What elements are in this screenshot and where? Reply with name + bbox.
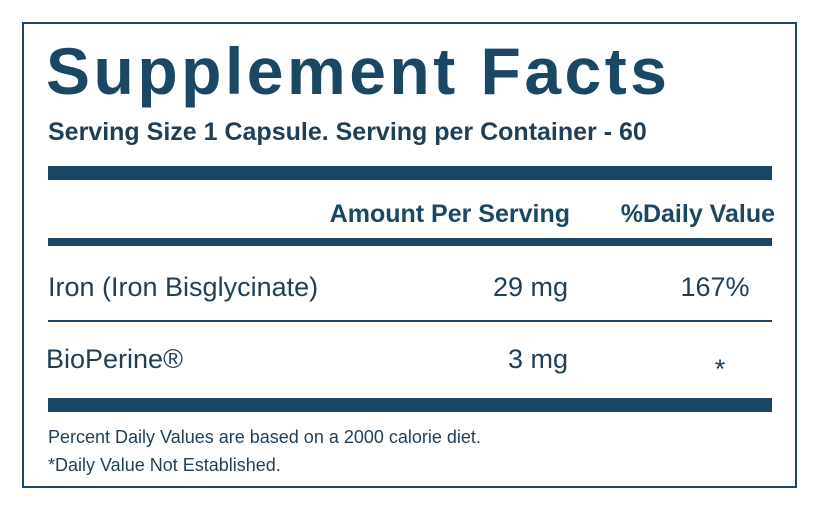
medium-rule xyxy=(48,238,772,246)
thin-rule xyxy=(48,320,772,322)
footnote: Percent Daily Values are based on a 2000… xyxy=(48,427,481,447)
label-border xyxy=(22,22,797,488)
nutrient-daily-value: 167% xyxy=(680,272,750,302)
nutrient-daily-value: * xyxy=(714,354,726,384)
serving-info: Serving Size 1 Capsule. Serving per Cont… xyxy=(48,118,647,146)
title: Supplement Facts xyxy=(46,34,671,108)
thick-rule xyxy=(48,166,772,180)
header-amount: Amount Per Serving xyxy=(329,200,570,228)
thick-rule xyxy=(48,398,772,412)
nutrient-amount: 3 mg xyxy=(507,344,568,374)
header-daily-value: %Daily Value xyxy=(620,200,775,228)
nutrient-amount: 29 mg xyxy=(492,272,568,302)
nutrient-name: Iron (Iron Bisglycinate) xyxy=(48,272,319,302)
footnote: *Daily Value Not Established. xyxy=(48,455,281,475)
nutrient-name: BioPerine® xyxy=(46,344,183,374)
